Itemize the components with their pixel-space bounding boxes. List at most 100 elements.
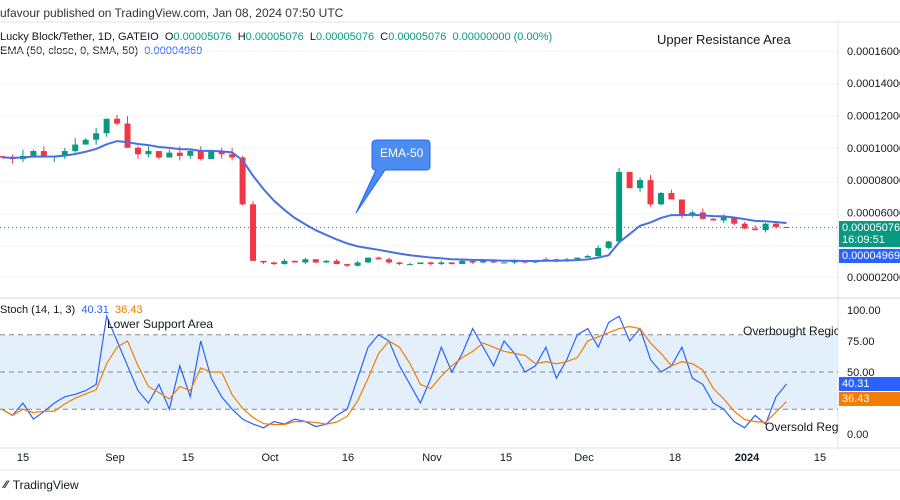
stoch-tick-label: 75.00 <box>847 336 875 348</box>
candle-body <box>218 151 225 155</box>
candle-body <box>490 260 497 263</box>
candle-body <box>469 260 476 263</box>
candle-body <box>427 262 434 265</box>
time-tick-label: Oct <box>261 452 278 464</box>
candle-body <box>417 262 424 265</box>
time-tick-label: Dec <box>574 452 594 464</box>
candle-body <box>281 260 288 265</box>
symbol-name[interactable]: Lucky Block/Tether, 1D, GATEIO <box>0 31 159 43</box>
price-tick-label: 0.00002000 <box>847 272 900 284</box>
lower-support-label: Lower Support Area <box>107 317 214 331</box>
time-tick-label: 18 <box>669 452 681 464</box>
stoch-d-line <box>1 325 787 426</box>
stoch-label: Stoch (14, 1, 3) <box>0 304 76 316</box>
candle-body <box>291 260 298 263</box>
time-tick-label: 15 <box>17 452 29 464</box>
last-price: 0.00005076 <box>842 222 900 234</box>
candle-body <box>61 151 68 156</box>
candle-body <box>501 262 508 264</box>
time-tick-label: 16 <box>342 452 354 464</box>
candle-body <box>270 262 277 265</box>
candle-body <box>678 199 685 216</box>
candle-body <box>720 217 727 221</box>
stoch-k-value: 40.31 <box>81 304 109 316</box>
ema-callout-label: EMA-50 <box>380 146 424 160</box>
candle-body <box>438 262 445 265</box>
candle-body <box>783 226 790 228</box>
candle-body <box>208 151 215 160</box>
candle-body <box>365 257 372 263</box>
candle-body <box>605 241 612 248</box>
candle-body <box>574 257 581 260</box>
candle-body <box>616 172 623 242</box>
open-value: 0.00005076 <box>173 31 232 43</box>
ema-price-tag: 0.00004969 <box>839 249 900 263</box>
price-tick-label: 0.00006000 <box>847 207 900 219</box>
candle-body <box>480 260 487 263</box>
stoch-d-value: 36.43 <box>115 304 143 316</box>
time-tick-label: Nov <box>422 452 442 464</box>
candle-body <box>595 247 602 257</box>
candle-body <box>647 180 654 205</box>
candle-body <box>448 262 455 265</box>
candle-body <box>166 152 173 158</box>
candle-body <box>386 259 393 263</box>
high-label: H <box>237 31 246 43</box>
candle-body <box>197 151 204 160</box>
open-label: O <box>164 31 174 43</box>
candle-body <box>82 139 89 145</box>
time-tick-label: 15 <box>500 452 512 464</box>
bar-countdown: 16:09:51 <box>842 234 885 246</box>
candle-body <box>406 264 413 266</box>
candle-body <box>176 152 183 156</box>
candle-body <box>344 264 351 266</box>
candle-body <box>155 151 162 158</box>
candle-body <box>134 147 141 155</box>
ema-callout-box <box>355 139 431 214</box>
candle-body <box>459 260 466 265</box>
time-tick-label: 15 <box>814 452 826 464</box>
candle-body <box>40 151 47 158</box>
low-label: L <box>309 31 317 43</box>
candle-body <box>72 144 79 152</box>
candle-body <box>584 256 591 258</box>
candle-body <box>396 262 403 265</box>
stoch-tick-label: 50.00 <box>847 367 875 379</box>
stoch-d-tag: 36.43 <box>839 392 900 406</box>
stoch-k-line <box>1 314 787 429</box>
low-value: 0.00005076 <box>316 31 375 43</box>
candle-body <box>103 118 110 134</box>
candle-body <box>668 193 675 200</box>
candle-body <box>741 223 748 229</box>
candle-body <box>333 260 340 265</box>
candle-body <box>30 151 37 156</box>
stoch-legend[interactable]: Stoch (14, 1, 3) 40.31 36.43 <box>0 304 143 316</box>
stoch-k-tag: 40.31 <box>839 377 900 391</box>
tradingview-logo-icon: ⁄⁄ <box>4 479 8 491</box>
candle-body <box>752 228 759 231</box>
close-label: C <box>380 31 389 43</box>
high-value: 0.00005076 <box>245 31 304 43</box>
candle-body <box>114 118 121 124</box>
candle-body <box>773 223 780 227</box>
price-tick-label: 0.00008000 <box>847 175 900 187</box>
price-tick-label: 0.00010000 <box>847 143 900 155</box>
candle-body <box>93 133 100 140</box>
price-tick-label: 0.00012000 <box>847 111 900 123</box>
upper-resistance-label: Upper Resistance Area <box>657 32 791 47</box>
candle-body <box>145 151 152 155</box>
candle-body <box>731 217 738 224</box>
candle-body <box>124 123 131 148</box>
candle-body <box>626 172 633 189</box>
close-value: 0.00005076 <box>388 31 447 43</box>
symbol-legend: Lucky Block/Tether, 1D, GATEIO O0.000050… <box>0 31 552 43</box>
stoch-tick-label: 100.00 <box>847 305 881 317</box>
oversold-label: Oversold Regi <box>765 420 838 434</box>
time-tick-label: Sep <box>105 452 125 464</box>
candle-body <box>250 204 257 261</box>
candle-body <box>354 262 361 266</box>
ema-line <box>1 140 787 263</box>
tradingview-footer[interactable]: ⁄⁄ TradingView <box>4 478 79 492</box>
candle-body <box>239 157 246 205</box>
